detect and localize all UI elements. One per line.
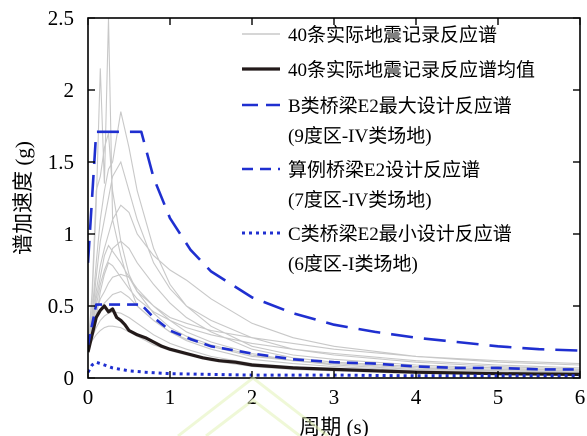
legend-label-3: B类桥梁E2最大设计反应谱 [288,95,512,117]
record-spectrum-line-2 [88,133,580,373]
record-spectrum-line-5 [88,204,580,366]
series-line-5 [88,360,580,378]
legend-sublabel-5: (6度区-I类场地) [288,253,418,275]
axis-ticks [87,17,581,379]
record-spectrum-line-11 [88,261,580,369]
legend: 40条实际地震记录反应谱 40条实际地震记录反应谱均值 B类桥梁E2最大设计反应谱 (… [242,24,535,275]
record-spectrum-line-7 [88,273,580,373]
series-line-2 [88,304,580,376]
y-tick-label: 0 [64,366,75,390]
x-tick-label: 5 [493,385,504,409]
y-tick-label: 2.5 [48,6,74,30]
legend-label-1: 40条实际地震记录反应谱 [288,24,497,46]
y-tick-label: 1.5 [48,150,74,174]
x-tick-label: 6 [575,385,586,409]
record-spectrum-line-12 [88,244,580,365]
x-axis-title: 周期 (s) [299,415,368,436]
legend-sublabel-4: (7度区-IV类场地) [288,189,432,211]
x-tick-label: 2 [247,385,258,409]
legend-label-5: C类桥梁E2最小设计反应谱 [288,223,512,245]
legend-sublabel-3: (9度区-IV类场地) [288,125,432,147]
series-line-3 [88,130,580,352]
legend-label-2: 40条实际地震记录反应谱均值 [288,59,535,81]
x-tick-label: 4 [411,385,422,409]
x-tick-label: 0 [83,385,94,409]
plot-area [88,18,580,378]
y-tick-label: 1 [64,222,75,246]
record-spectrum-line-3 [88,111,580,372]
x-tick-label: 1 [165,385,176,409]
axis-tick-labels: 0 1 2 3 4 5 6 0 0.5 1 1.5 2 2.5 [48,6,586,409]
y-tick-label: 2 [64,78,75,102]
record-spectrum-line-4 [88,160,580,370]
y-axis-title: 谱加速度 (g) [11,141,35,255]
record-spectrum-line-6 [88,240,580,372]
x-tick-label: 3 [329,385,340,409]
legend-label-4: 算例桥梁E2设计反应谱 [288,159,480,181]
series-line-4 [88,303,580,371]
watermark-icon [177,376,329,436]
y-tick-label: 0.5 [48,294,74,318]
